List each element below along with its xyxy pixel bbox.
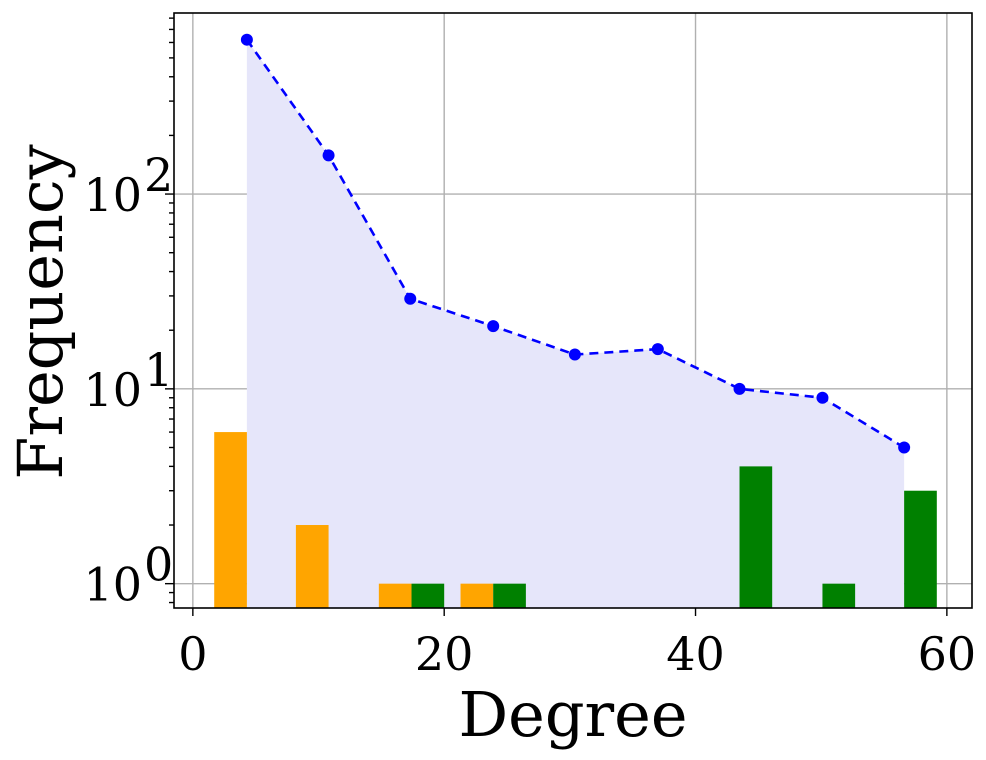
line-point <box>568 348 581 361</box>
line-point <box>816 391 829 404</box>
bar-series-2 <box>739 466 773 608</box>
line-point <box>898 441 911 454</box>
y-tick-exponent: 1 <box>144 343 173 397</box>
x-axis-ticks: 0 20 40 60 <box>178 608 976 681</box>
x-tick-label: 60 <box>918 627 977 681</box>
y-tick-label: 10 <box>83 168 142 222</box>
x-tick-label: 20 <box>415 627 474 681</box>
y-tick-exponent: 0 <box>144 538 173 592</box>
y-axis-label: Frequency <box>4 144 77 479</box>
bar-series-2 <box>493 583 526 608</box>
bar-series-1 <box>295 525 329 608</box>
x-axis-label: Degree <box>458 678 687 751</box>
bar-series-2 <box>904 490 937 608</box>
y-tick-label: 10 <box>83 363 142 417</box>
bar-series-1 <box>378 583 412 608</box>
x-tick-label: 0 <box>178 627 207 681</box>
line-point <box>651 343 664 356</box>
line-point <box>487 320 500 333</box>
bar-series-2 <box>822 583 856 608</box>
line-area-fill <box>246 39 905 608</box>
plot-frame <box>173 12 973 609</box>
x-tick-label: 40 <box>666 627 725 681</box>
bar-series-2 <box>411 583 445 608</box>
bar-series-1 <box>460 583 494 608</box>
line-point <box>404 292 417 305</box>
y-tick-label: 10 <box>83 558 142 612</box>
line-point <box>240 33 253 46</box>
line-point <box>322 149 335 162</box>
y-tick-exponent: 2 <box>144 148 173 202</box>
bars <box>214 432 937 608</box>
line-points <box>240 33 911 454</box>
line-point <box>733 382 746 395</box>
bar-series-1 <box>214 432 247 608</box>
